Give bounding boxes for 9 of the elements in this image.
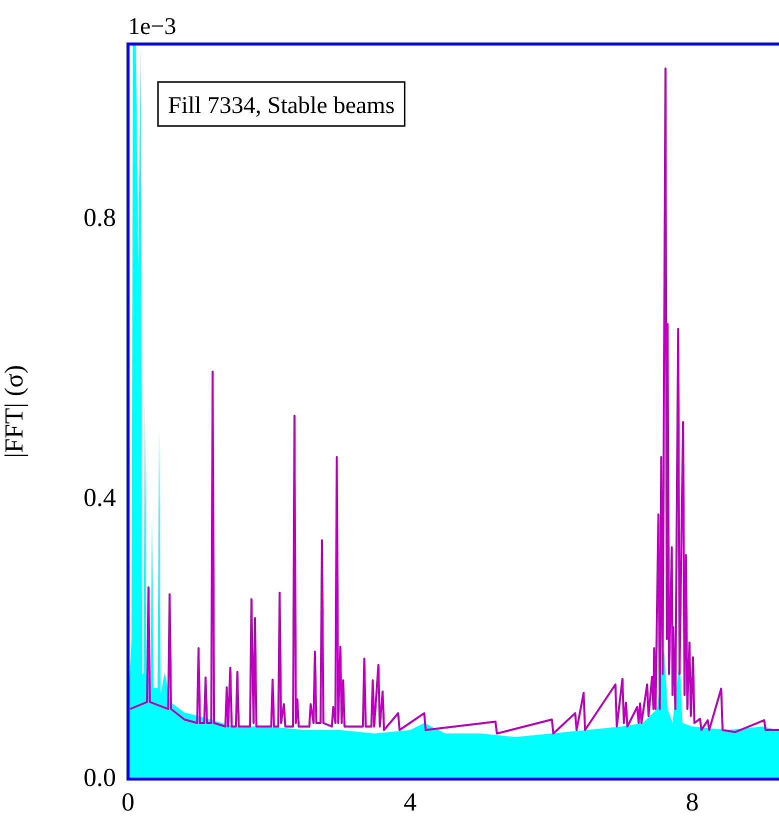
y-tick-label: 0.4 (84, 482, 116, 512)
y-tick-label: 0.8 (84, 202, 116, 232)
x-tick-label: 4 (404, 787, 417, 816)
y-axis-title: |FFT| (σ) (0, 364, 28, 458)
y-tick-label: 0.0 (84, 762, 116, 792)
text: 1e−3 (128, 14, 176, 40)
x-tick-label: 0 (122, 787, 134, 816)
x-tick-label: 8 (686, 787, 699, 816)
annotation: Fill 7334, Stable beams (168, 93, 395, 119)
